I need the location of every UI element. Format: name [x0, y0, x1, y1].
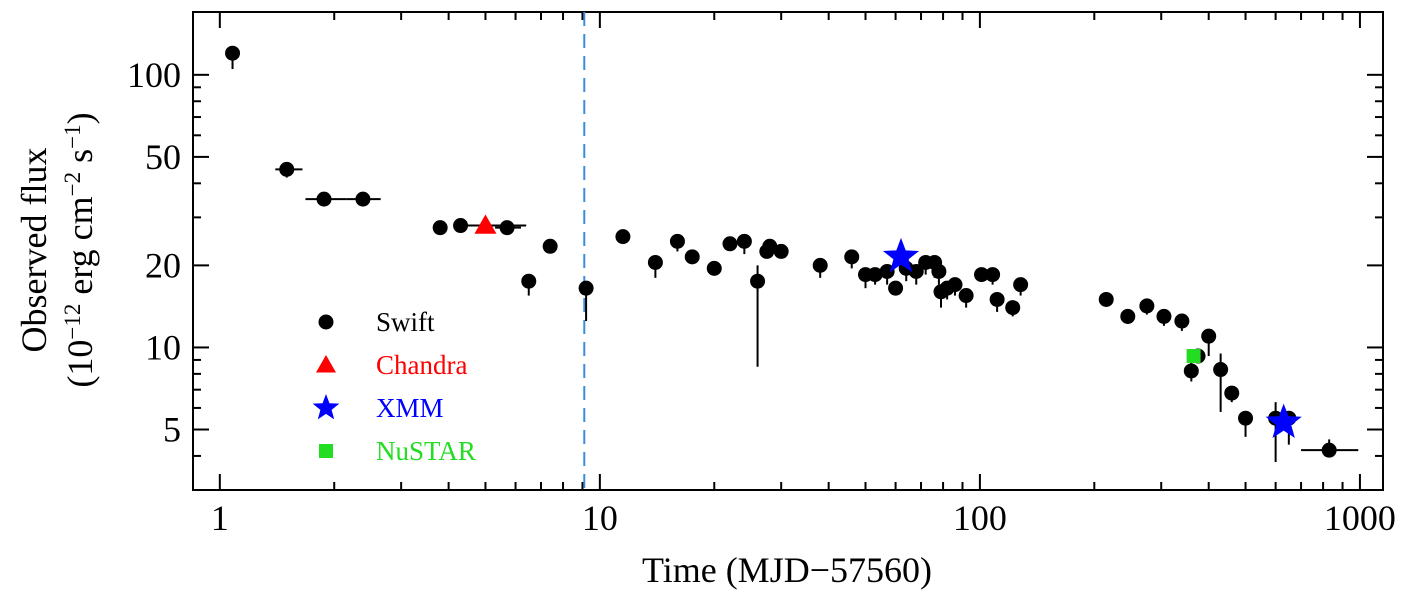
swift-data-point: [1174, 313, 1190, 329]
legend-nustar-marker: [319, 444, 333, 458]
swift-data-point: [684, 249, 700, 265]
swift-data-point: [1183, 363, 1199, 379]
swift-data-point: [578, 280, 594, 296]
swift-data-point: [736, 233, 752, 249]
chandra-data-point: [474, 214, 497, 234]
swift-data-point: [1005, 300, 1021, 316]
swift-data-point: [1238, 410, 1254, 426]
swift-data-point: [1098, 291, 1114, 307]
x-tick-label: 1000: [1324, 498, 1396, 538]
legend-chandra-label: Chandra: [376, 350, 467, 380]
swift-data-point: [947, 277, 963, 293]
legend: Swift Chandra XMM NuSTAR: [312, 307, 476, 466]
y-axis-title-line2: (10−12 erg cm−2 s−1): [60, 112, 101, 387]
y-axis-unit-erg-cm: erg cm: [60, 196, 100, 303]
swift-data-point: [1201, 328, 1217, 344]
x-axis-title: Time (MJD−57560): [642, 550, 932, 590]
y-axis-unit-s: s: [60, 149, 100, 172]
swift-data-point: [722, 236, 738, 252]
swift-data-point: [958, 288, 974, 304]
legend-nustar-label: NuSTAR: [376, 436, 476, 466]
y-tick-label: 20: [145, 245, 181, 285]
swift-data-point: [542, 238, 558, 254]
swift-data-point: [615, 229, 631, 245]
swift-data-point: [985, 267, 1001, 283]
legend-xmm-marker: [312, 394, 340, 420]
y-tick-label: 100: [127, 55, 181, 95]
swift-data-point: [989, 291, 1005, 307]
swift-data-point: [908, 263, 924, 279]
y-axis-unit-exp3: −1: [60, 124, 85, 148]
swift-data-point: [762, 238, 778, 254]
x-tick-label: 100: [953, 498, 1007, 538]
swift-data-point: [1120, 308, 1136, 324]
swift-data-point: [879, 263, 895, 279]
plot-area: 1 10 100 10005102050100SwiftChandraXMMNuSTA…: [127, 11, 1396, 538]
y-axis-unit-exp1: −12: [60, 304, 85, 340]
swift-data-point: [521, 273, 537, 289]
swift-data-point: [1139, 298, 1155, 314]
xmm-data-point: [882, 237, 920, 273]
swift-data-point: [432, 220, 448, 236]
swift-data-point: [750, 273, 766, 289]
y-axis-unit-close: ): [60, 112, 100, 124]
y-tick-label: 50: [145, 137, 181, 177]
plot-frame: [192, 11, 1384, 491]
y-tick-label: 5: [163, 410, 181, 450]
swift-data-point: [812, 257, 828, 273]
x-tick-label: 1: [211, 498, 229, 538]
swift-data-point: [279, 161, 295, 177]
y-axis-title-line1: Observed flux: [14, 148, 54, 353]
swift-data-point: [316, 191, 332, 207]
swift-data-point: [867, 267, 883, 283]
swift-data-point: [499, 220, 515, 236]
swift-data-point: [974, 267, 990, 283]
nustar-data-point: [1186, 349, 1201, 364]
legend-xmm-label: XMM: [376, 393, 444, 423]
swift-data-point: [647, 254, 663, 270]
swift-data-point: [1224, 385, 1240, 401]
swift-data-point: [225, 45, 241, 61]
y-axis-unit-open: (10: [60, 340, 100, 388]
swift-data-point: [888, 280, 904, 296]
swift-data-point: [1213, 362, 1229, 378]
legend-chandra-marker: [316, 355, 336, 373]
swift-data-point: [355, 191, 371, 207]
legend-swift-label: Swift: [376, 307, 435, 337]
y-axis-unit-exp2: −2: [60, 172, 85, 196]
swift-data-point: [931, 263, 947, 279]
swift-data-point: [773, 243, 789, 259]
legend-swift-marker: [318, 314, 334, 330]
xmm-data-point: [1265, 403, 1302, 438]
y-tick-label: 10: [145, 327, 181, 367]
swift-data-point: [1321, 442, 1337, 458]
swift-data-point: [669, 233, 685, 249]
swift-data-point: [1156, 308, 1172, 324]
swift-data-point: [706, 260, 722, 276]
x-tick-label: 10: [582, 498, 618, 538]
swift-data-point: [1013, 277, 1029, 293]
swift-data-point: [844, 249, 860, 265]
